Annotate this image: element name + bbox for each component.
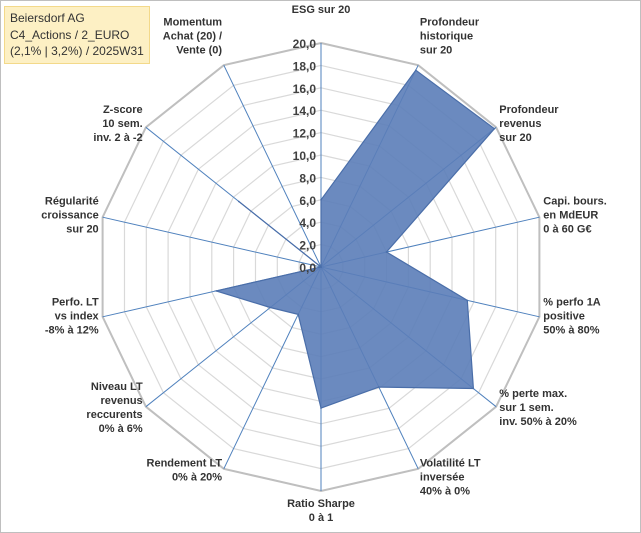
category-label-5-line-2: inv. 50% à 20%	[499, 416, 577, 428]
category-label-2-line-2: sur 20	[499, 132, 531, 144]
company-name: Beiersdorf AG	[10, 11, 85, 25]
category-label-3-line-2: 0 à 60 G€	[543, 223, 591, 235]
data-point-8	[297, 313, 300, 316]
tick-label-7: 14,0	[293, 104, 317, 118]
tick-label-1: 2,0	[299, 239, 316, 253]
category-label-11-line-2: sur 20	[66, 223, 98, 235]
category-label-5-line-1: sur 1 sem.	[499, 402, 553, 414]
category-label-9: Niveau LT revenus reccurents 0% à 6%	[86, 381, 143, 435]
axis-spoke-11	[102, 216, 322, 268]
tick-label-9: 18,0	[293, 59, 317, 73]
category-label-5-line-0: % perte max.	[499, 388, 567, 400]
chart-title-box: Beiersdorf AG C4_Actions / 2_EURO (2,1% …	[4, 6, 150, 64]
category-label-6-line-2: 40% à 0%	[420, 485, 470, 497]
category-label-9-line-0: Niveau LT	[91, 381, 143, 393]
data-point-1	[415, 69, 417, 71]
category-label-1: Profondeur historique sur 20	[420, 17, 480, 57]
data-point-9	[269, 306, 272, 309]
category-label-1-line-1: historique	[420, 31, 473, 43]
category-label-11-line-1: croissance	[41, 209, 98, 221]
category-label-10-line-0: Perfo. LT	[52, 297, 99, 309]
category-line: C4_Actions / 2_EURO	[10, 27, 130, 42]
data-point-5	[472, 387, 475, 390]
category-label-9-line-2: reccurents	[86, 409, 142, 421]
category-label-0-line-1: ESG sur 20	[292, 4, 351, 16]
category-label-6-line-0: Volatilité LT	[420, 457, 481, 469]
category-label-8-line-0: Rendement LT	[147, 457, 223, 469]
tick-label-4: 8,0	[299, 171, 316, 185]
radar-series	[213, 69, 496, 409]
category-label-0-line-0: Note	[309, 0, 333, 2]
series-area	[213, 69, 496, 409]
period-line: (2,1% | 3,2%) / 2025W31	[10, 44, 144, 58]
category-label-10: Perfo. LT vs index -8% à 12%	[45, 297, 100, 337]
category-label-3-line-0: Capi. bours.	[543, 195, 607, 207]
category-label-6-line-1: inversée	[420, 471, 465, 483]
radar-category-labels: Note ESG sur 20 Profondeur historique sur 20…	[41, 0, 607, 524]
category-label-3-line-1: en MdEUR	[543, 209, 598, 221]
category-label-12: Z-score 10 sem. inv. 2 à -2	[93, 104, 142, 144]
category-label-2-line-1: revenus	[499, 118, 541, 130]
data-point-13	[320, 266, 322, 268]
category-label-3: Capi. bours. en MdEUR 0 à 60 G€	[543, 195, 607, 235]
data-point-6	[378, 386, 380, 388]
category-label-11-line-0: Régularité	[45, 195, 99, 207]
category-label-9-line-3: 0% à 6%	[99, 423, 143, 435]
category-label-8: Rendement LT 0% à 20%	[147, 457, 223, 483]
category-label-4-line-1: positive	[543, 311, 585, 323]
category-label-4-line-2: 50% à 80%	[543, 325, 599, 337]
tick-label-6: 12,0	[293, 127, 317, 141]
tick-label-0: 0,0	[299, 261, 316, 275]
category-label-6: Volatilité LT inversée 40% à 0%	[420, 457, 481, 497]
category-label-1-line-2: sur 20	[420, 45, 452, 57]
tick-label-5: 10,0	[293, 149, 317, 163]
category-label-7: Ratio Sharpe 0 à 1	[287, 498, 355, 524]
radar-ticks: 0,0 2,0 4,0 6,0 8,0 10,0 12,0 14,0 16,0 18,0 20,0	[293, 37, 317, 275]
category-label-4: % perfo 1A positive 50% à 80%	[543, 297, 601, 337]
category-label-13-line-0: Momentum	[163, 17, 222, 29]
category-label-10-line-1: vs index	[55, 311, 100, 323]
category-label-12-line-0: Z-score	[103, 104, 143, 116]
data-point-2	[493, 127, 496, 130]
tick-label-10: 20,0	[293, 37, 317, 51]
data-point-7	[320, 407, 322, 409]
category-label-9-line-1: revenus	[100, 395, 142, 407]
category-label-2-line-0: Profondeur	[499, 104, 559, 116]
category-label-11: Régularité croissance sur 20	[41, 195, 98, 235]
category-label-12-line-1: 10 sem.	[102, 118, 142, 130]
category-label-13-line-1: Achat (20) /	[163, 31, 222, 43]
category-label-7-line-1: 0 à 1	[309, 512, 333, 524]
data-point-0	[320, 199, 322, 201]
category-label-5: % perte max. sur 1 sem. inv. 50% à 20%	[499, 388, 577, 428]
category-label-8-line-1: 0% à 20%	[172, 471, 222, 483]
category-label-10-line-2: -8% à 12%	[45, 325, 99, 337]
category-label-7-line-0: Ratio Sharpe	[287, 498, 355, 510]
data-point-3	[385, 251, 388, 253]
category-label-4-line-0: % perfo 1A	[543, 297, 601, 309]
tick-label-2: 4,0	[299, 216, 316, 230]
category-label-13-line-2: Vente (0)	[176, 45, 222, 57]
tick-label-3: 6,0	[299, 194, 316, 208]
data-point-10	[215, 290, 217, 292]
category-label-12-line-2: inv. 2 à -2	[93, 132, 142, 144]
axis-spoke-13	[223, 64, 322, 268]
data-point-4	[466, 299, 469, 302]
tick-label-8: 16,0	[293, 82, 317, 96]
category-label-2: Profondeur revenus sur 20	[499, 104, 559, 144]
category-label-1-line-0: Profondeur	[420, 17, 480, 29]
data-point-12	[237, 200, 240, 203]
category-label-13: Momentum Achat (20) / Vente (0)	[163, 17, 223, 57]
category-label-0: Note ESG sur 20	[292, 0, 351, 16]
